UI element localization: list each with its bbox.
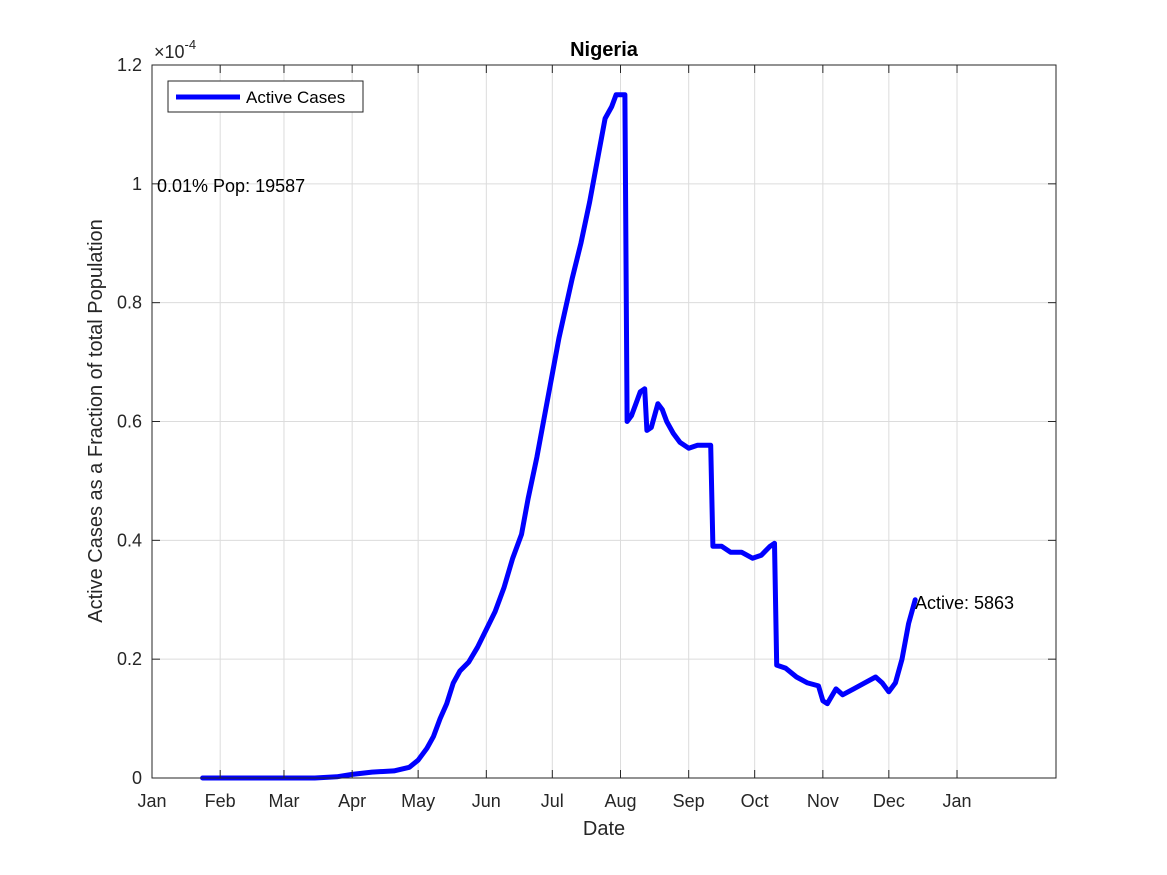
x-tick-labels: Jan Feb Mar Apr May Jun Jul Aug Sep Oct Nov Dec Jan [137,791,971,811]
x-tick-label: Nov [807,791,839,811]
y-tick-label: 1 [132,174,142,194]
y-tick-label: 0.2 [117,649,142,669]
series-layer [200,92,918,781]
y-tick-label: 1.2 [117,55,142,75]
legend-label: Active Cases [246,88,345,107]
tick-marks [151,64,1056,779]
y-tick-label: 0.4 [117,530,142,550]
y-tick-label: 0.8 [117,293,142,313]
series-line-active-cases [200,92,918,781]
x-tick-label: Sep [673,791,705,811]
legend[interactable]: Active Cases [167,80,364,113]
y-exponent-base: ×10 [154,42,185,62]
x-tick-label: Jun [472,791,501,811]
annotation-active: Active: 5863 [915,593,1014,613]
x-tick-label: Dec [873,791,905,811]
y-axis-label: Active Cases as a Fraction of total Popu… [85,219,107,623]
x-tick-label: Aug [604,791,636,811]
x-tick-label: Jan [943,791,972,811]
x-tick-label: Apr [338,791,366,811]
svg-text:×10-4: ×10-4 [154,37,196,62]
x-tick-label: Mar [268,791,299,811]
x-tick-label: May [401,791,435,811]
x-tick-label: Oct [741,791,769,811]
annotation-population: 0.01% Pop: 19587 [157,176,305,196]
chart-title: Nigeria [570,39,639,61]
y-exponent-label: ×10-4 [154,37,196,62]
y-exponent-power: -4 [185,37,197,52]
x-tick-label: Jan [137,791,166,811]
x-tick-label: Jul [541,791,564,811]
y-tick-label: 0.6 [117,412,142,432]
x-axis-label: Date [583,818,625,840]
y-tick-label: 0 [132,768,142,788]
x-tick-label: Feb [205,791,236,811]
y-tick-labels: 0 0.2 0.4 0.6 0.8 1 1.2 [117,55,142,788]
